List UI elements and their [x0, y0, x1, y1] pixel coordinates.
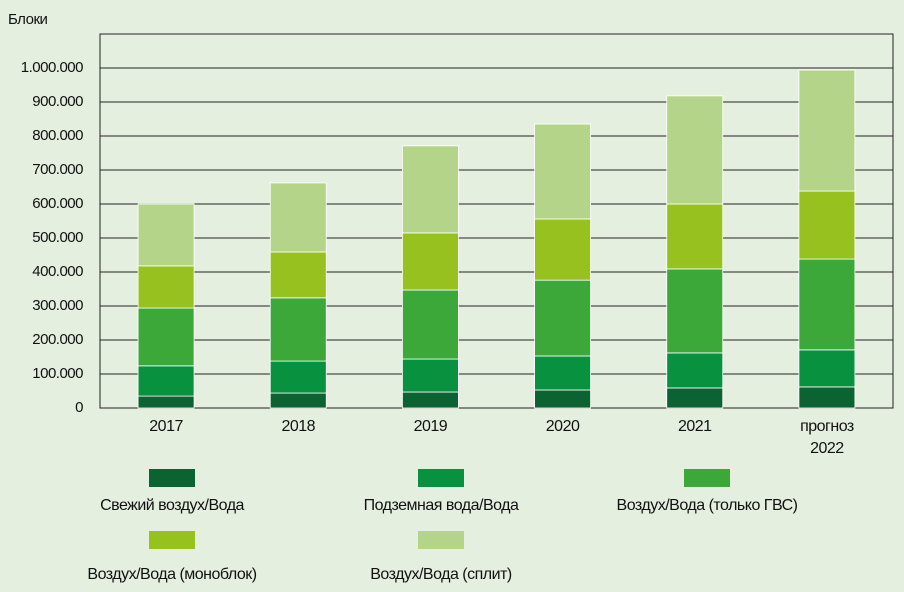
y-tick-label: 500.000	[32, 229, 83, 246]
legend-label: Свежий воздух/Вода	[100, 497, 244, 514]
bar-segment	[798, 386, 856, 409]
y-tick-label: 800.000	[32, 127, 83, 144]
bar-segment	[137, 265, 195, 309]
legend-swatch	[684, 469, 730, 487]
bar-segment	[269, 182, 327, 253]
y-tick-label: 900.000	[32, 93, 83, 110]
x-tick-label: 2017	[149, 418, 183, 435]
bar-segment	[666, 387, 724, 409]
bar-segment	[402, 289, 459, 360]
y-tick-label: 700.000	[32, 161, 83, 178]
bar-segment	[534, 123, 591, 220]
legend-swatch	[418, 469, 464, 487]
bar-segment	[534, 389, 591, 409]
y-tick-label: 600.000	[32, 195, 83, 212]
y-axis-label: Блоки	[8, 11, 48, 28]
bar-segment	[798, 258, 856, 351]
bar-segment	[402, 232, 459, 291]
x-tick-label: 2019	[413, 418, 448, 435]
bar-segment	[798, 69, 856, 192]
bar-segment	[137, 203, 195, 267]
bar-segment	[534, 355, 591, 391]
bar-segment	[534, 279, 591, 357]
bar-segment	[666, 352, 724, 389]
y-tick-label: 1.000.000	[21, 59, 83, 76]
bar-segment	[798, 349, 856, 388]
x-tick-label: 2021	[677, 418, 712, 435]
bar-segment	[798, 190, 856, 260]
bar-segment	[269, 392, 327, 409]
x-tick-label: 2018	[281, 418, 316, 435]
x-tick-label: прогноз 2022	[800, 418, 854, 457]
bar-segment	[269, 297, 327, 362]
bar-segment	[666, 268, 724, 354]
y-tick-label: 0	[75, 399, 83, 416]
bar-segment	[269, 360, 327, 394]
y-tick-label: 100.000	[32, 365, 83, 382]
plot-frame	[99, 33, 894, 409]
x-tick-label: 2020	[545, 418, 580, 435]
legend-swatch	[149, 469, 195, 487]
y-tick-label: 200.000	[32, 331, 83, 348]
bar-segment	[137, 365, 195, 397]
bar-segment	[666, 203, 724, 270]
bar-segment	[666, 95, 724, 205]
legend-swatch	[418, 531, 464, 549]
legend-label: Подземная вода/Вода	[363, 497, 519, 514]
y-tick-label: 300.000	[32, 297, 83, 314]
bar-segment	[534, 218, 591, 281]
bar-segment	[402, 145, 459, 234]
legend-label: Воздух/Вода (только ГВС)	[616, 497, 798, 514]
legend-swatch	[149, 531, 195, 549]
bar-segment	[137, 395, 195, 409]
bar-segment	[402, 391, 459, 409]
y-tick-label: 400.000	[32, 263, 83, 280]
legend-label: Воздух/Вода (моноблок)	[87, 566, 257, 583]
bar-segment	[137, 307, 195, 367]
bar-segment	[269, 251, 327, 299]
legend-label: Воздух/Вода (сплит)	[370, 566, 512, 583]
bar-segment	[402, 358, 459, 393]
